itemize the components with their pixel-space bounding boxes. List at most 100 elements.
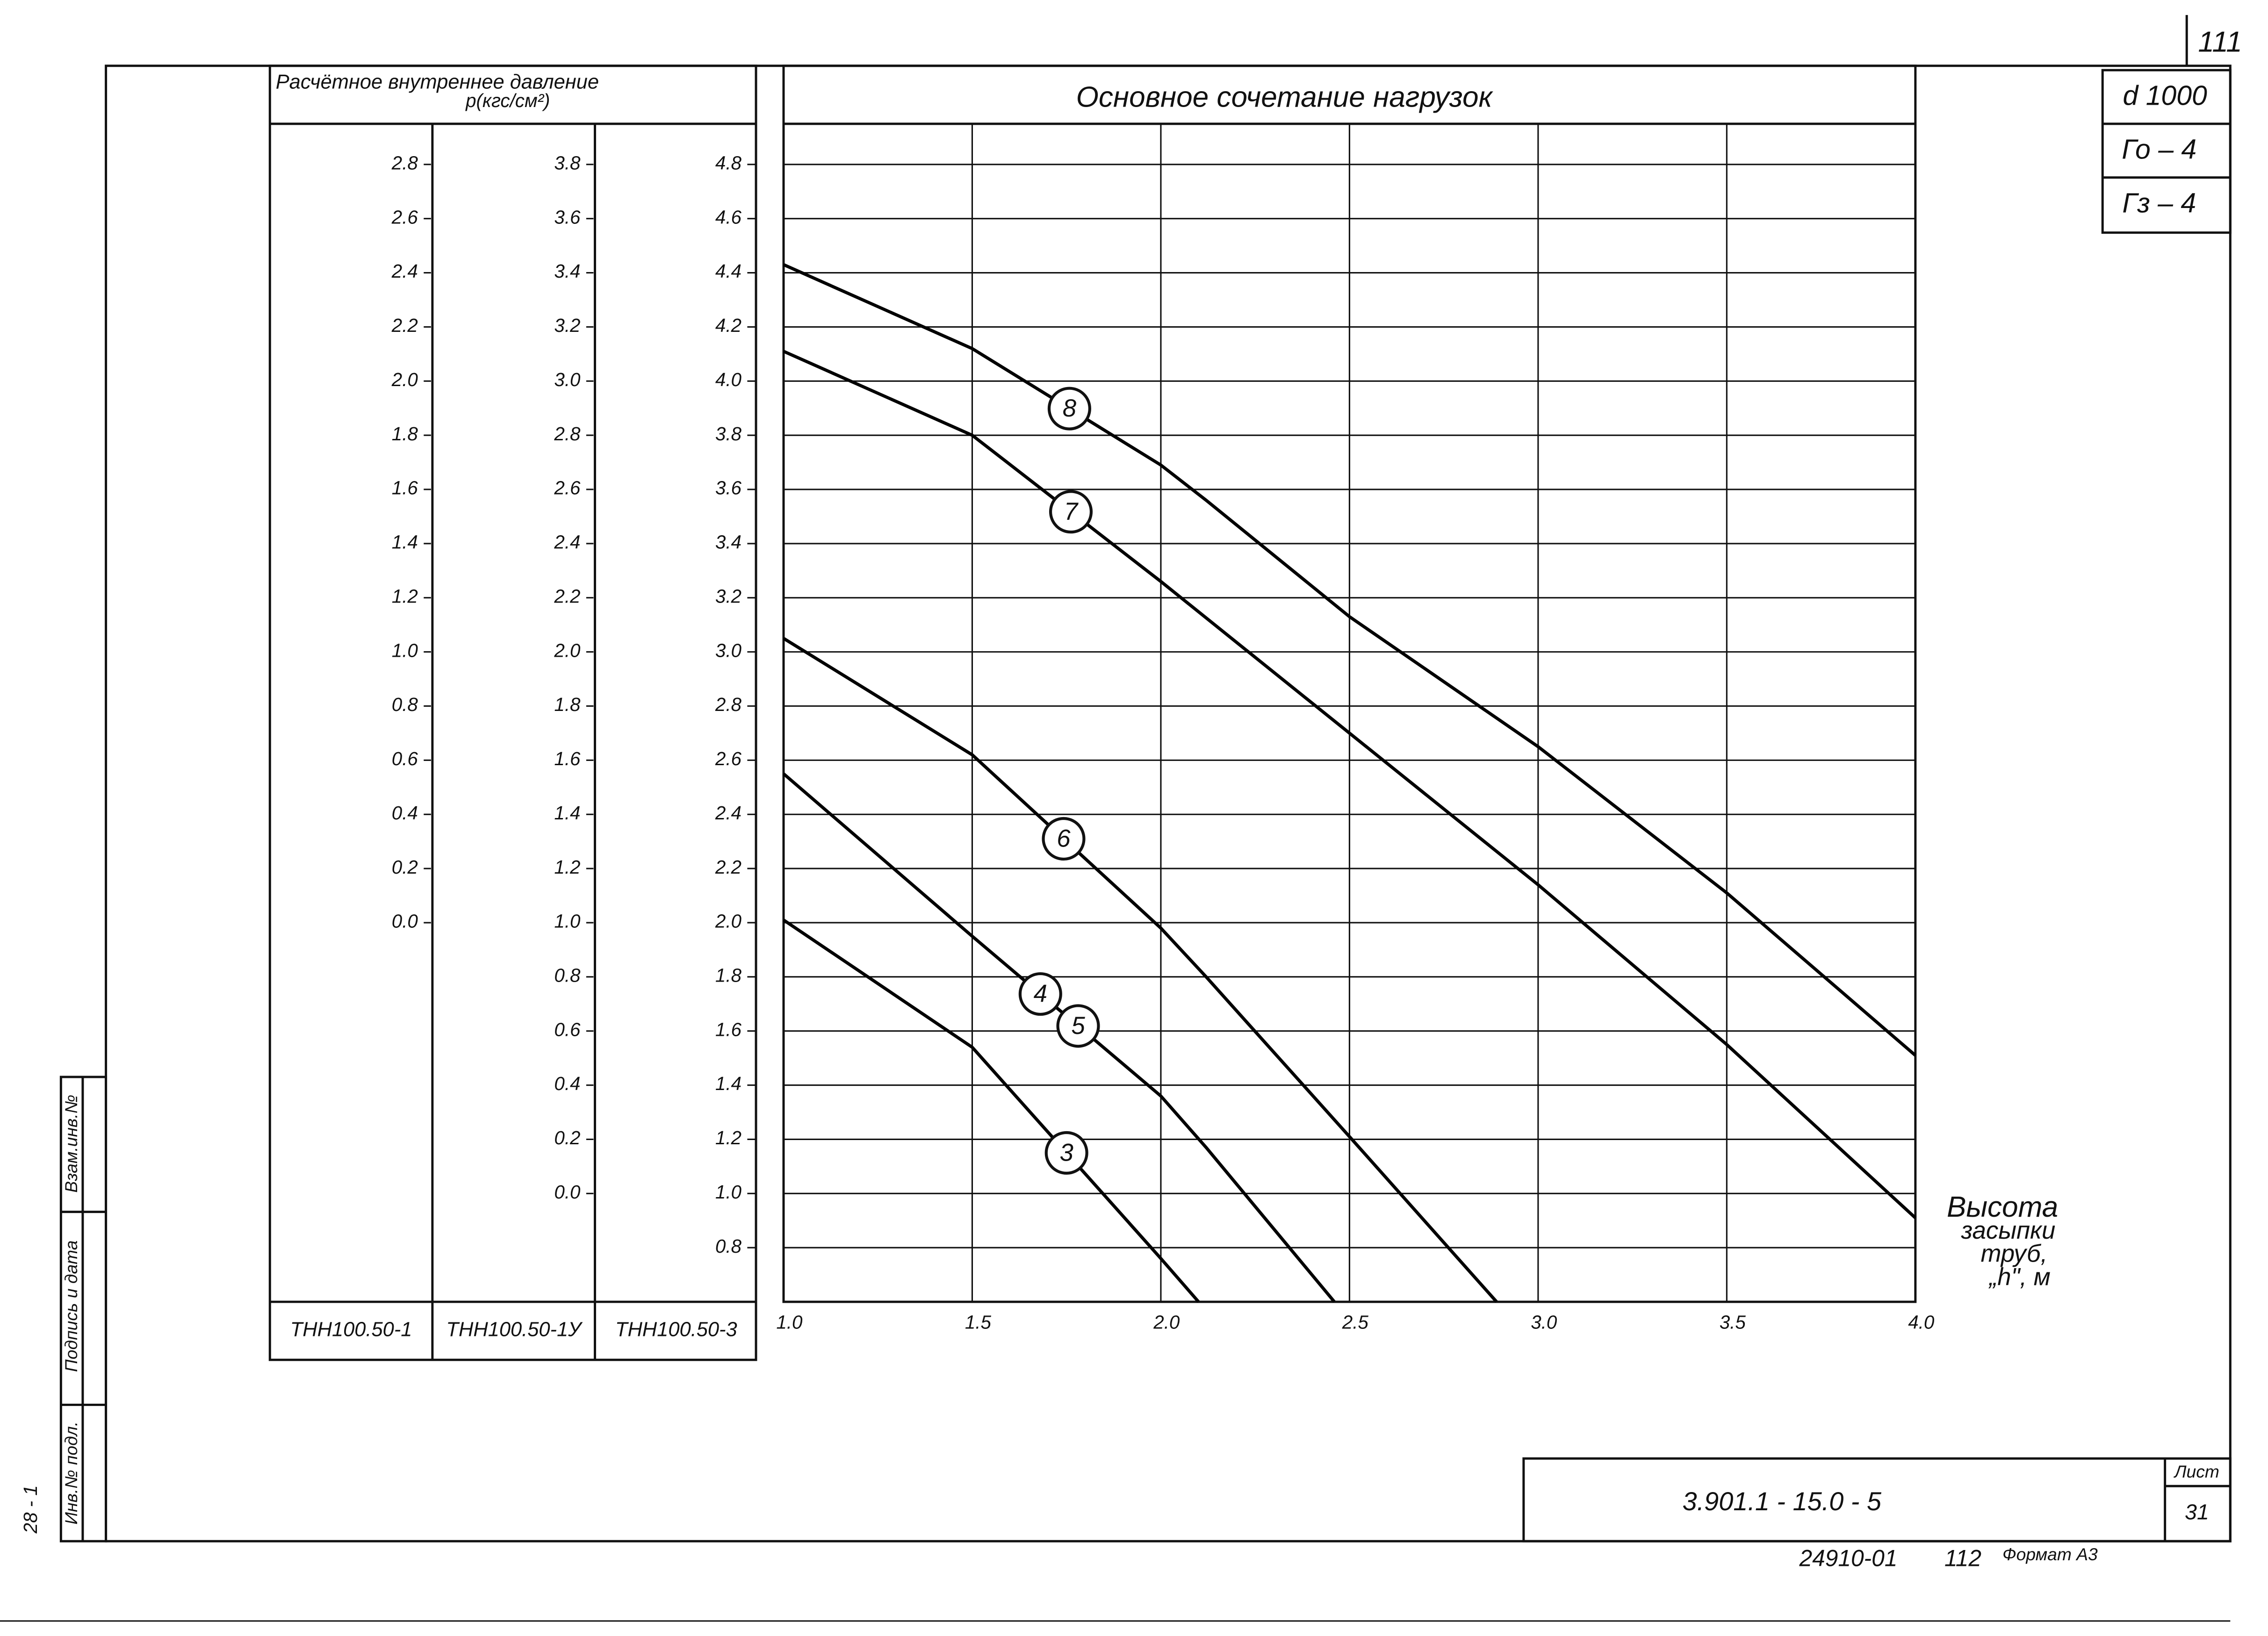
- curve-label: 4: [1034, 980, 1047, 1008]
- x-axis-label: Высота: [1947, 1191, 2058, 1223]
- curve-label: 3: [1060, 1139, 1073, 1166]
- y-tick-label: 0.6: [554, 1019, 581, 1040]
- g3: Гз – 4: [2122, 188, 2196, 218]
- y-tick-label: 4.4: [715, 260, 742, 282]
- y-tick-label: 1.6: [554, 748, 581, 769]
- y-tick-label: 0.4: [554, 1073, 580, 1094]
- y-tick-label: 2.0: [715, 911, 742, 932]
- scale-name: ТНН100.50-1У: [446, 1319, 583, 1341]
- x-tick-label: 2.0: [1153, 1311, 1180, 1333]
- x-tick-label: 2.5: [1342, 1311, 1369, 1333]
- y-tick-label: 3.4: [715, 531, 742, 553]
- title-block: [1522, 1457, 2232, 1543]
- y-tick-label: 2.4: [554, 531, 580, 553]
- curve-marker: [1042, 817, 1086, 861]
- curve-marker: [1044, 1131, 1088, 1175]
- y-tick-label: 1.0: [715, 1181, 742, 1203]
- y-tick-label: 1.4: [715, 1073, 742, 1094]
- curve: [782, 772, 1336, 1303]
- y-tick-label: 2.8: [715, 694, 742, 715]
- y-tick-label: 0.0: [392, 911, 418, 932]
- scale-name: ТНН100.50-3: [615, 1319, 737, 1341]
- footer-format: Формат А3: [2002, 1544, 2098, 1564]
- curve-marker: [1049, 490, 1093, 534]
- curve-label: 8: [1063, 395, 1077, 422]
- curve-marker: [1047, 387, 1091, 431]
- side-replace: Взам.инв.№: [61, 1095, 81, 1193]
- side-inventory: Инв.№ подл.: [61, 1421, 81, 1525]
- y-title: Расчётное внутреннее давление: [276, 71, 599, 93]
- y-tick-label: 2.2: [554, 585, 580, 607]
- y-tick-label: 1.8: [554, 694, 581, 715]
- y-tick-label: 0.8: [392, 694, 418, 715]
- y-tick-label: 2.8: [554, 423, 581, 445]
- y-tick-label: 1.8: [715, 965, 742, 986]
- x-tick-label: 1.5: [965, 1311, 992, 1333]
- x-tick-label: 4.0: [1908, 1311, 1935, 1333]
- y-tick-label: 4.6: [715, 206, 742, 228]
- y-tick-label: 2.6: [554, 477, 581, 499]
- curve-label: 7: [1064, 498, 1079, 525]
- y-tick-label: 2.2: [715, 856, 742, 878]
- y-tick-label: 3.6: [554, 206, 581, 228]
- y-tick-label: 2.6: [715, 748, 742, 769]
- y-tick-label: 1.2: [554, 856, 580, 878]
- y-tick-label: 0.4: [392, 802, 418, 824]
- y-tick-label: 2.0: [554, 639, 581, 661]
- g0: Го – 4: [2122, 134, 2196, 165]
- scale-name: ТНН100.50-1: [290, 1319, 412, 1341]
- y-tick-label: 3.0: [715, 639, 742, 661]
- spec-box: [2101, 69, 2232, 234]
- y-tick-label: 0.2: [392, 856, 418, 878]
- y-tick-label: 2.4: [715, 802, 742, 824]
- y-unit: p(кгс/см²): [465, 90, 550, 111]
- y-tick-label: 1.2: [715, 1127, 742, 1148]
- y-tick-label: 3.8: [715, 423, 742, 445]
- y-tick-label: 4.8: [715, 152, 742, 173]
- x-tick-label: 3.5: [1720, 1311, 1746, 1333]
- y-tick-label: 2.2: [391, 315, 418, 336]
- y-tick-label: 1.8: [392, 423, 418, 445]
- curve-label: 5: [1071, 1012, 1085, 1040]
- y-tick-label: 4.0: [715, 369, 742, 390]
- y-tick-label: 1.6: [392, 477, 418, 499]
- diameter: d 1000: [2123, 81, 2207, 111]
- chart-title: Основное сочетание нагрузок: [1076, 81, 1494, 114]
- y-tick-label: 2.0: [391, 369, 418, 390]
- y-tick-label: 0.8: [554, 965, 581, 986]
- y-tick-label: 3.6: [715, 477, 742, 499]
- y-tick-label: 1.2: [392, 585, 418, 607]
- y-tick-label: 1.4: [392, 531, 418, 553]
- curve-marker: [1018, 972, 1062, 1016]
- y-tick-label: 2.8: [391, 152, 418, 173]
- x-tick-label: 3.0: [1531, 1311, 1557, 1333]
- curve-marker: [1056, 1004, 1100, 1048]
- y-tick-label: 3.8: [554, 152, 581, 173]
- x-axis-label: труб,: [1980, 1240, 2047, 1268]
- side-signature: Подпись и дата: [61, 1241, 81, 1372]
- sheet-number: 31: [2185, 1500, 2209, 1524]
- footer-number: 112: [1944, 1545, 1981, 1571]
- y-tick-label: 2.4: [391, 260, 418, 282]
- y-tick-label: 3.0: [554, 369, 581, 390]
- x-axis-label: „h", м: [1988, 1263, 2051, 1291]
- document-code: 3.901.1 - 15.0 - 5: [1683, 1486, 1882, 1516]
- page-number: 111: [2198, 26, 2242, 58]
- curve: [783, 350, 1917, 1219]
- side-number: 28 - 1: [20, 1485, 41, 1534]
- footer-code: 24910-01: [1799, 1545, 1898, 1571]
- y-tick-label: 0.0: [554, 1181, 581, 1203]
- y-tick-label: 3.2: [715, 585, 742, 607]
- curve: [783, 263, 1917, 1057]
- y-tick-label: 1.0: [554, 911, 581, 932]
- y-tick-label: 4.2: [715, 315, 742, 336]
- y-tick-label: 3.2: [554, 315, 580, 336]
- curve-label: 6: [1057, 825, 1071, 853]
- x-tick-label: 1.0: [776, 1311, 803, 1333]
- x-axis-label: засыпки: [1961, 1217, 2056, 1244]
- y-tick-label: 2.6: [391, 206, 418, 228]
- y-tick-label: 0.2: [554, 1127, 580, 1148]
- y-tick-label: 3.4: [554, 260, 580, 282]
